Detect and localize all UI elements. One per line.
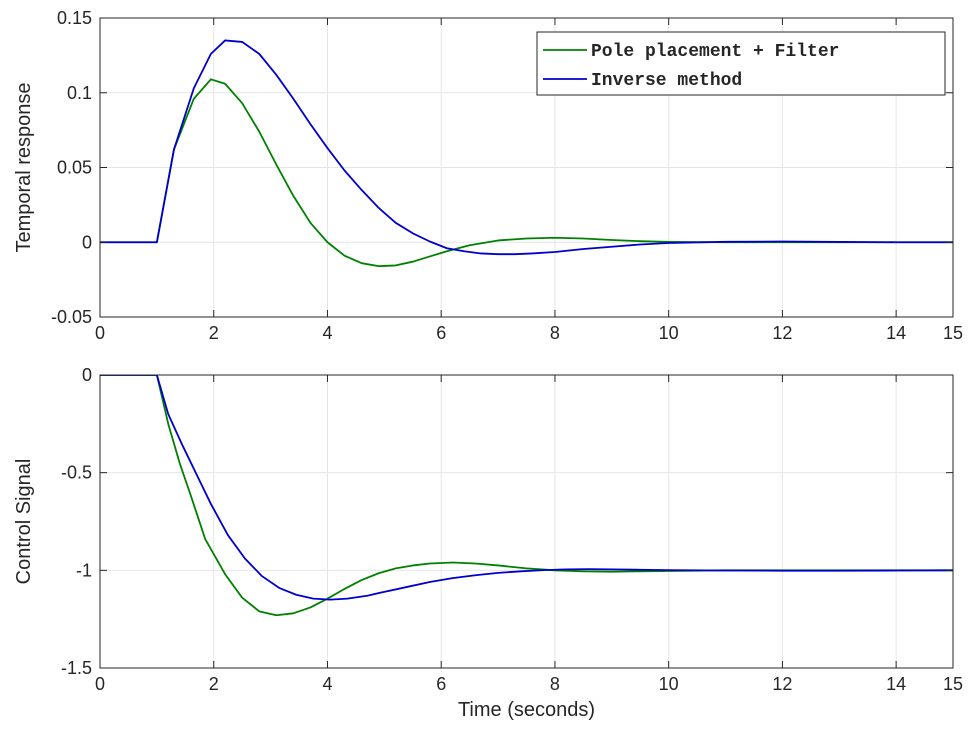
x-tick-label: 15	[943, 674, 963, 694]
x-axis-label: Time (seconds)	[458, 699, 595, 721]
series-line-inverse-method	[100, 375, 953, 601]
x-tick-label: 15	[943, 323, 963, 343]
x-tick-label: 2	[209, 323, 219, 343]
axes-box	[99, 374, 954, 669]
x-tick-label: 14	[886, 323, 906, 343]
series-line-inverse-method	[100, 39, 953, 256]
x-tick-label: 2	[209, 674, 219, 694]
bottom-axes: 0 2 4 6 8 10 12 14 15 -1.5 -1 -0.5 0 Control Signal Ti…	[13, 365, 963, 721]
y-tick-label: -0.05	[51, 307, 92, 327]
x-tick-label: 8	[550, 323, 560, 343]
x-tick-label: 10	[659, 674, 679, 694]
x-tick-label: 6	[436, 323, 446, 343]
legend: Pole placement + Filter Inverse method	[536, 31, 946, 96]
y-tick-label: -0.5	[61, 463, 92, 483]
y-tick-label: 0	[82, 365, 92, 385]
x-tick-label: 0	[95, 674, 105, 694]
y-axis-label: Temporal response	[13, 82, 35, 252]
series-line-pole-placement-filter	[100, 78, 953, 268]
series-line-pole-placement-filter	[100, 375, 953, 617]
legend-box	[536, 31, 946, 96]
x-tick-label: 0	[95, 323, 105, 343]
y-tick-label: 0	[82, 232, 92, 252]
legend-label: Pole placement + Filter	[591, 42, 839, 62]
x-tick-label: 4	[322, 323, 332, 343]
x-tick-label: 12	[772, 674, 792, 694]
y-tick-label: 0.15	[57, 8, 92, 28]
y-tick-label: 0.1	[67, 83, 92, 103]
y-tick-label: -1.5	[61, 658, 92, 678]
y-tick-label: -1	[76, 560, 92, 580]
x-tick-label: 6	[436, 674, 446, 694]
x-tick-label: 10	[659, 323, 679, 343]
x-tick-label: 12	[772, 323, 792, 343]
legend-label: Inverse method	[591, 71, 742, 91]
plot-area	[100, 375, 953, 668]
x-tick-label: 14	[886, 674, 906, 694]
x-tick-label: 8	[550, 674, 560, 694]
y-tick-label: 0.05	[57, 158, 92, 178]
y-axis-label: Control Signal	[13, 459, 35, 585]
x-tick-label: 4	[322, 674, 332, 694]
